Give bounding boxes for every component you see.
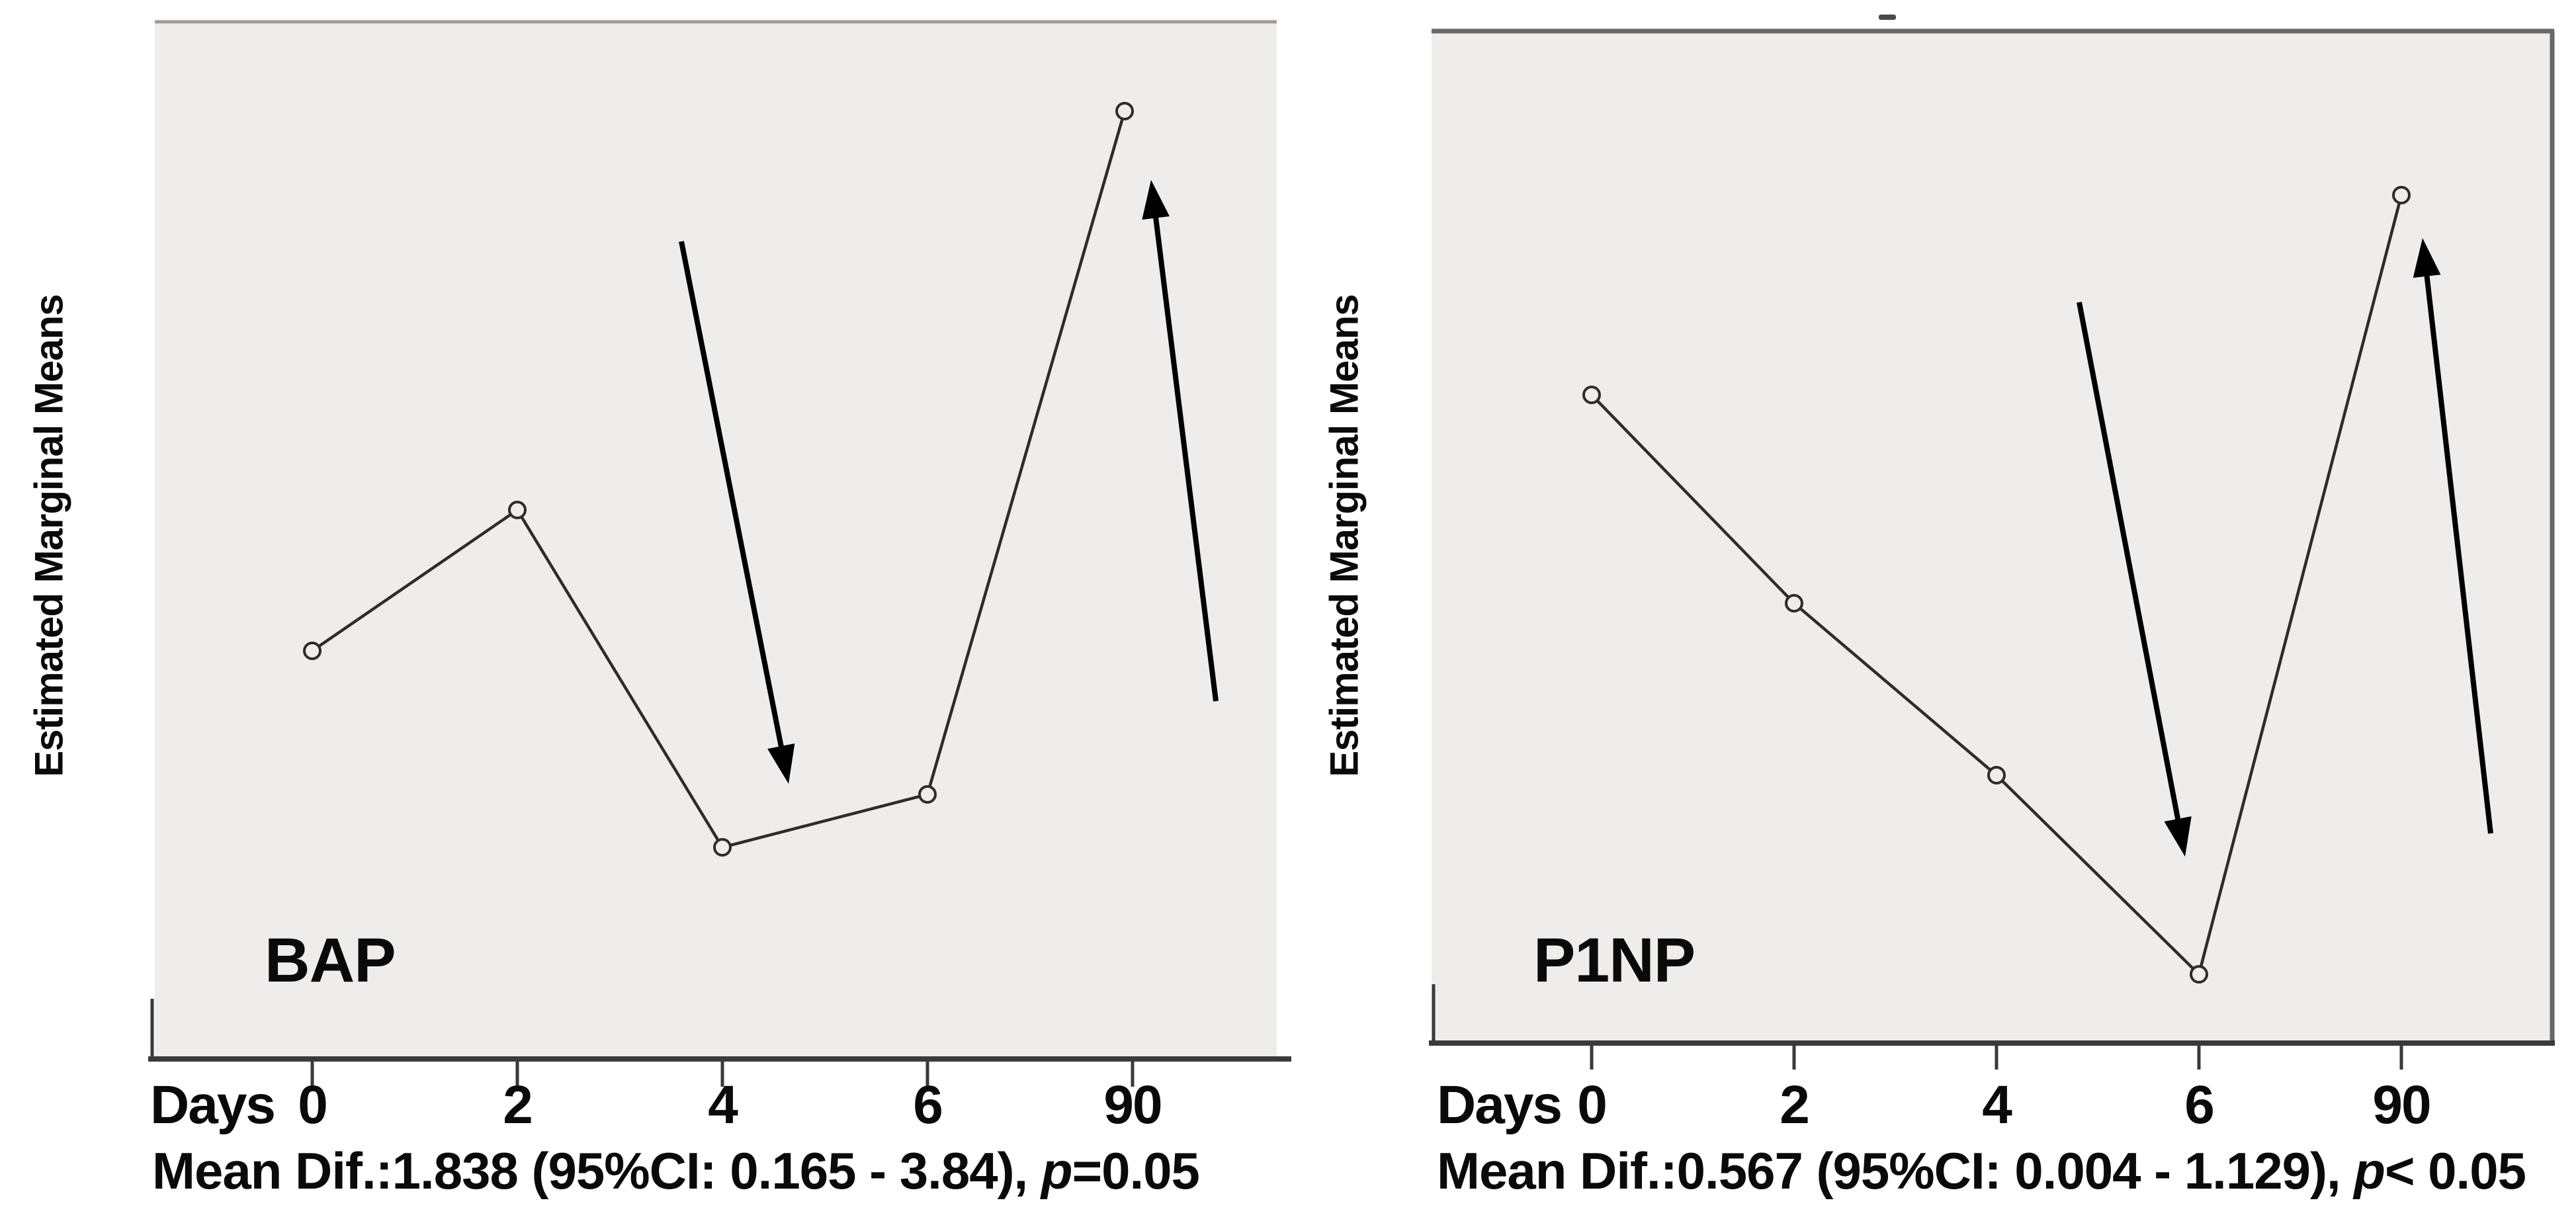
data-point-marker [1785, 594, 1803, 612]
data-point-marker [918, 785, 937, 804]
x-tick-label: 90 [1103, 1075, 1162, 1135]
x-tick-label: 2 [503, 1075, 533, 1135]
data-point-marker [2392, 186, 2411, 204]
up-arrow-head [2413, 238, 2441, 278]
x-tick-label: 6 [913, 1075, 943, 1135]
x-tick-label: 6 [2184, 1075, 2215, 1135]
plot-area [1432, 33, 2552, 1042]
y-axis-label: Estimated Marginal Means [1322, 294, 1367, 777]
x-axis-label: Days [150, 1075, 276, 1135]
x-tick-label: 90 [2372, 1075, 2431, 1135]
x-tick-label: 0 [1577, 1075, 1608, 1135]
stats-text: Mean Dif.:1.838 (95%CI: 0.165 - 3.84), [152, 1142, 1041, 1200]
data-point-marker [713, 838, 732, 857]
data-point-marker [1115, 102, 1134, 120]
chart-title-p1np: P1NP [1533, 925, 1696, 995]
p-value: < 0.05 [2384, 1142, 2526, 1200]
x-tick-label: 0 [298, 1075, 328, 1135]
y-axis-label: Estimated Marginal Means [26, 294, 71, 777]
down-arrow-shaft [679, 241, 786, 755]
down-arrow-head [767, 743, 795, 784]
data-point-marker [2190, 965, 2208, 984]
p-value: =0.05 [1072, 1142, 1200, 1200]
up-arrow-shaft [1152, 210, 1219, 702]
up-arrow-shaft [2423, 268, 2493, 834]
chart-title-bap: BAP [265, 925, 396, 995]
data-point-marker [303, 642, 322, 660]
x-tick-label: 2 [1780, 1075, 1810, 1135]
x-axis-label: Days [1437, 1075, 1563, 1135]
x-tick-label: 4 [1982, 1075, 2012, 1135]
down-arrow-head [2164, 816, 2192, 857]
down-arrow-shaft [2077, 302, 2182, 827]
data-point-marker [1987, 766, 2006, 784]
p-symbol: p [1041, 1142, 1073, 1200]
top-dash [1879, 15, 1896, 20]
data-point-marker [508, 501, 527, 519]
x-tick-label: 4 [708, 1075, 738, 1135]
plot-area [155, 24, 1277, 1058]
stats-line-bap: Mean Dif.:1.838 (95%CI: 0.165 - 3.84), p… [152, 1141, 1200, 1201]
stats-text: Mean Dif.:0.567 (95%CI: 0.004 - 1.129), [1437, 1142, 2354, 1200]
up-arrow-head [1142, 180, 1170, 220]
data-point-marker [1582, 386, 1601, 404]
p-symbol: p [2354, 1142, 2385, 1200]
stats-line-p1np: Mean Dif.:0.567 (95%CI: 0.004 - 1.129), … [1437, 1141, 2526, 1201]
